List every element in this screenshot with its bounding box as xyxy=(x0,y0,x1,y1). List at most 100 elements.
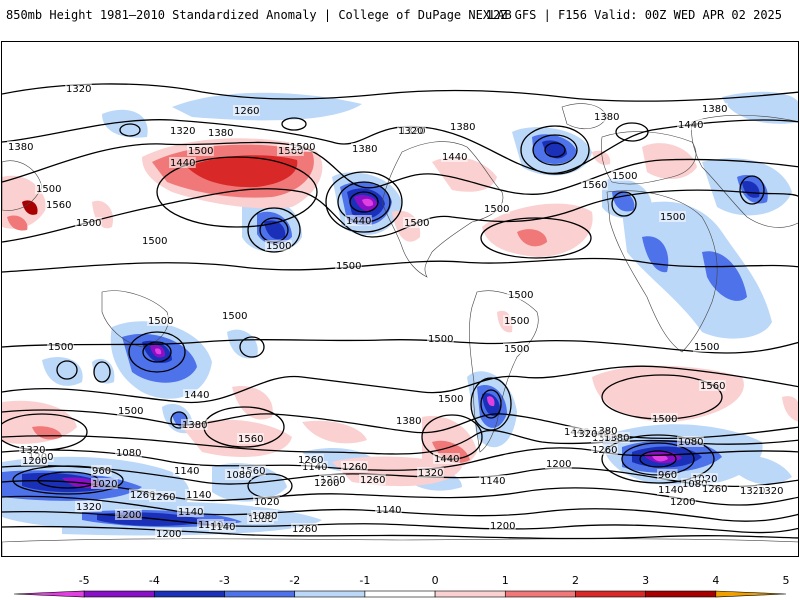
contour-label: 1260 xyxy=(359,474,386,486)
contour-label: 1020 xyxy=(253,496,280,508)
colorbar-swatch xyxy=(504,590,576,598)
colorbar-swatch xyxy=(83,590,155,598)
contour-ring xyxy=(128,331,186,373)
contour-label: 1500 xyxy=(221,310,248,322)
contour-label: 1500 xyxy=(503,343,530,355)
contour-label: 1380 xyxy=(593,111,620,123)
contour-line xyxy=(2,141,798,195)
contour-label-text: 1140 xyxy=(658,485,683,496)
contour-label: 1200 xyxy=(313,477,340,489)
contour-ring xyxy=(739,175,765,205)
anomaly-area xyxy=(302,420,367,444)
contour-label: 1320 xyxy=(571,428,598,440)
colorbar-swatch xyxy=(715,590,787,598)
contour-label: 1440 xyxy=(345,215,372,227)
contour-label: 1260 xyxy=(233,105,260,117)
contour-label-text: 1500 xyxy=(76,218,101,229)
contour-label-text: 1080 xyxy=(678,437,703,448)
contour-label-text: 1560 xyxy=(240,466,265,477)
contour-label-text: 1200 xyxy=(490,521,515,532)
contour-label-text: 1200 xyxy=(670,497,695,508)
contour-label-text: 1320 xyxy=(572,429,597,440)
contour-ring xyxy=(142,341,172,363)
contour-ring xyxy=(156,156,318,228)
contour-label: 1500 xyxy=(35,183,62,195)
colorbar-swatch xyxy=(364,590,436,598)
contour-ring xyxy=(520,125,590,175)
contour-label-text: 1440 xyxy=(434,454,459,465)
colorbar-swatch xyxy=(645,590,717,598)
contour-label-text: 1380 xyxy=(450,122,475,133)
contour-label: 1200 xyxy=(155,528,182,540)
contour-ring xyxy=(532,134,578,166)
contour-label: 960 xyxy=(657,469,678,481)
contour-line xyxy=(2,525,798,540)
contour-ring xyxy=(325,171,403,233)
contour-label: 1500 xyxy=(651,413,678,425)
contour-label-text: 1380 xyxy=(396,416,421,427)
map-title: 850mb Height 1981–2010 Standardized Anom… xyxy=(6,8,512,22)
contour-label: 1440 xyxy=(183,389,210,401)
contour-label-text: 1500 xyxy=(508,290,533,301)
contour-label-text: 1260 xyxy=(342,462,367,473)
contour-label-text: 1260 xyxy=(360,475,385,486)
contour-label-text: 1440 xyxy=(442,152,467,163)
contour-ring xyxy=(12,465,124,495)
contour-label-text: 1560 xyxy=(46,200,71,211)
contour-label: 1500 xyxy=(265,240,292,252)
contour-ring xyxy=(281,117,307,131)
contour-label-text: 1320 xyxy=(20,445,45,456)
contour-label: 1080 xyxy=(115,447,142,459)
contour-label-text: 1020 xyxy=(92,479,117,490)
contour-label: 1260 xyxy=(701,483,728,495)
colorbar-tick-label: -1 xyxy=(359,574,371,587)
contour-label-text: 1440 xyxy=(678,120,703,131)
contour-label: 1320 xyxy=(417,467,444,479)
anomaly-area xyxy=(487,396,495,407)
colorbar-swatch xyxy=(13,590,85,598)
contour-ring xyxy=(639,450,677,468)
contour-label-text: 1140 xyxy=(186,490,211,501)
contour-label: 1200 xyxy=(489,520,516,532)
contour-label: 1080 xyxy=(677,436,704,448)
contour-label-text: 1140 xyxy=(302,462,327,473)
contour-ring xyxy=(615,122,649,142)
contour-line xyxy=(2,257,798,273)
contour-label-text: 1560 xyxy=(582,180,607,191)
contour-ring xyxy=(56,360,78,380)
anomaly-area xyxy=(592,150,611,165)
contour-label: 1380 xyxy=(395,415,422,427)
coastline-australia xyxy=(101,290,169,348)
contour-line xyxy=(2,511,798,534)
contour-label: 1500 xyxy=(47,341,74,353)
contour-label-text: 1260 xyxy=(234,106,259,117)
map-frame: 1320126013201380138013201380138013801440… xyxy=(1,41,799,557)
contour-label: 1380 xyxy=(7,141,34,153)
contour-label: 1500 xyxy=(147,315,174,327)
contour-label: 1140 xyxy=(479,475,506,487)
contour-label-text: 1260 xyxy=(298,455,323,466)
colorbar-swatch xyxy=(154,590,225,598)
contour-label-text: 1080 xyxy=(252,511,277,522)
contour-label: 1500 xyxy=(335,260,362,272)
contour-label-text: 1500 xyxy=(652,414,677,425)
contour-label-text: 1140 xyxy=(376,505,401,516)
contour-label-text: 1500 xyxy=(148,316,173,327)
colorbar-tick-label: 3 xyxy=(642,574,650,587)
contour-label-text: 1320 xyxy=(418,468,443,479)
anomaly-area xyxy=(592,365,744,422)
contour-label: 1320 xyxy=(65,83,92,95)
colorbar-swatch xyxy=(575,590,646,598)
contour-label: 1320 xyxy=(75,501,102,513)
contour-ring xyxy=(480,217,592,259)
coastline-europe xyxy=(601,131,697,185)
contour-label: 1560 xyxy=(581,179,608,191)
contour-label-text: 1200 xyxy=(22,456,47,467)
contour-label-text: 1500 xyxy=(266,241,291,252)
contour-label: 1320 xyxy=(397,125,424,137)
coastline-south-america xyxy=(469,290,539,453)
contour-label-text: 1440 xyxy=(184,390,209,401)
contour-label-text: 1500 xyxy=(222,311,247,322)
contour-label: 1200 xyxy=(545,458,572,470)
contour-label-text: 1500 xyxy=(504,344,529,355)
